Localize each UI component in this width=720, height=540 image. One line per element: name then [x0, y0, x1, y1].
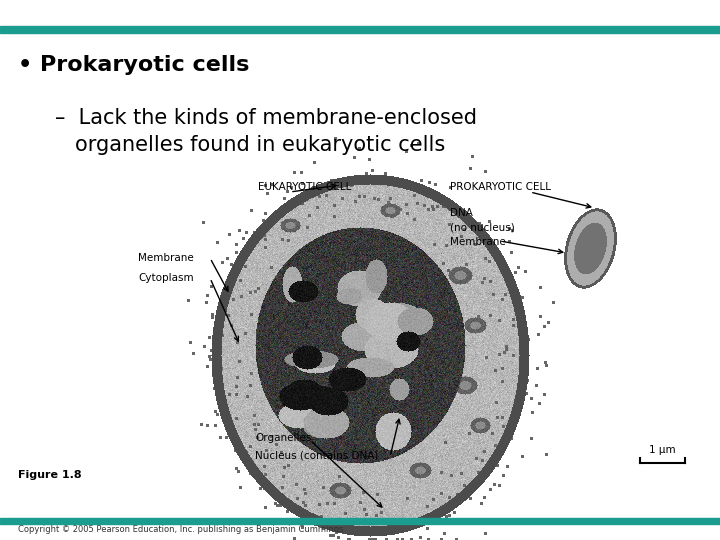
Text: • Prokaryotic cells: • Prokaryotic cells — [18, 55, 249, 75]
Text: Membrane: Membrane — [450, 237, 505, 247]
Text: Membrane: Membrane — [138, 253, 194, 263]
Text: DNA: DNA — [450, 208, 473, 218]
Text: Figure 1.8: Figure 1.8 — [18, 470, 81, 480]
Text: 1 μm: 1 μm — [649, 445, 676, 455]
Text: Copyright © 2005 Pearson Education, Inc. publishing as Benjamin Cummings: Copyright © 2005 Pearson Education, Inc.… — [18, 525, 343, 534]
Text: Organelles: Organelles — [255, 433, 311, 443]
Text: PROKARYOTIC CELL: PROKARYOTIC CELL — [450, 182, 551, 192]
Text: organelles found in eukaryotic cells: organelles found in eukaryotic cells — [75, 135, 445, 155]
Text: Nucleus (contains DNA): Nucleus (contains DNA) — [255, 450, 379, 460]
Text: (no nucleus): (no nucleus) — [450, 222, 515, 232]
Text: –  Lack the kinds of membrane-enclosed: – Lack the kinds of membrane-enclosed — [55, 108, 477, 128]
Text: Cytoplasm: Cytoplasm — [138, 273, 194, 283]
Text: EUKARYOTIC CELL: EUKARYOTIC CELL — [258, 182, 351, 192]
